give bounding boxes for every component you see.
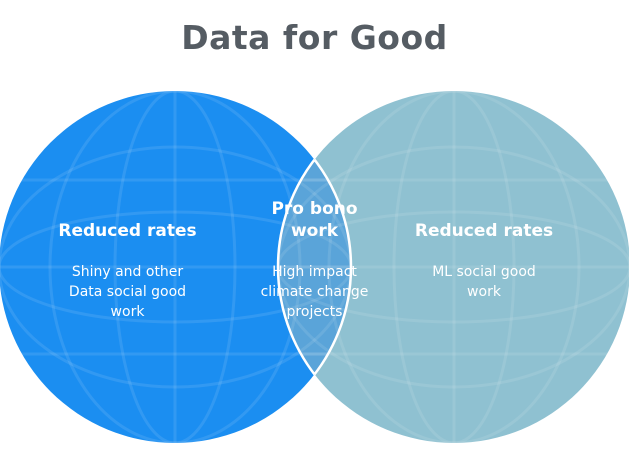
diagram-title: Data for Good: [181, 18, 448, 57]
right-circle: [278, 91, 629, 443]
center-region-body: High impact climate change projects: [225, 262, 404, 322]
center-heading-line: Pro bono: [271, 199, 358, 219]
right-circle-outline: [276, 91, 351, 443]
left-body-line: Data social good: [68, 284, 187, 300]
left-globe-pattern: [0, 91, 351, 443]
right-region-heading: Reduced rates: [414, 221, 554, 241]
right-body-line: ML social good: [432, 264, 536, 280]
center-body-line: climate change: [260, 284, 369, 300]
right-region-body: ML social good work: [400, 262, 568, 302]
right-body-line: work: [467, 284, 501, 300]
left-circle-outline: [278, 91, 353, 443]
left-region-body: Shiny and other Data social good work: [40, 262, 215, 322]
left-body-line: Shiny and other: [71, 264, 184, 280]
left-circle: [0, 91, 351, 443]
center-region-heading: Pro bono work: [225, 198, 404, 242]
left-body-line: work: [110, 304, 145, 320]
left-region-heading: Reduced rates: [58, 221, 197, 241]
center-body-line: High impact: [272, 264, 357, 280]
center-heading-line: work: [290, 221, 339, 241]
right-globe-pattern: [278, 91, 629, 443]
center-body-line: projects: [286, 304, 343, 320]
